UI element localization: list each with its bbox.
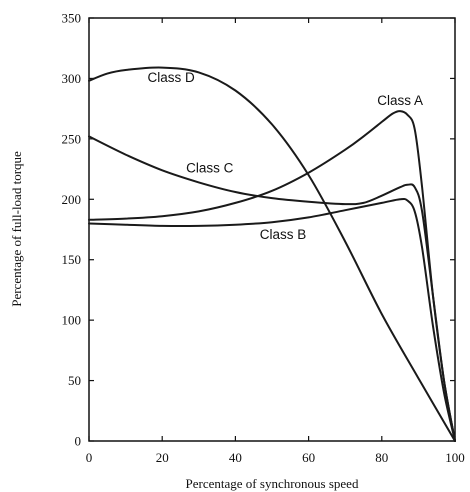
curve-labels: Class A Class B Class C Class D: [148, 70, 423, 242]
y-tick-label: 300: [62, 71, 82, 86]
curve-class-a: [88, 110, 456, 442]
y-tick-label: 150: [62, 252, 82, 267]
y-tick-label: 200: [62, 192, 82, 207]
y-tick-label: 250: [62, 131, 82, 146]
curves: [88, 66, 456, 442]
x-tick-label: 60: [302, 450, 315, 465]
y-axis-title: Percentage of full-load torque: [9, 151, 24, 307]
curve-class-d: [88, 66, 456, 442]
label-class-a: Class A: [377, 93, 423, 108]
y-tick-label: 350: [62, 11, 82, 26]
x-tick-label: 80: [375, 450, 388, 465]
x-tick-label: 100: [445, 450, 465, 465]
axis-ticks: [88, 17, 456, 442]
axis-tick-labels: 0 20 40 60 80 100 0 50 100 150 200 250 300 350: [62, 11, 465, 466]
x-tick-label: 40: [229, 450, 242, 465]
y-tick-label: 0: [75, 434, 82, 449]
curve-class-b: [88, 197, 456, 442]
curve-class-c: [88, 135, 456, 442]
label-class-c: Class C: [186, 161, 234, 176]
label-class-d: Class D: [148, 70, 196, 85]
x-tick-label: 0: [86, 450, 93, 465]
label-class-b: Class B: [260, 227, 307, 242]
x-tick-label: 20: [156, 450, 169, 465]
x-axis-title: Percentage of synchronous speed: [186, 476, 359, 491]
y-tick-label: 50: [68, 373, 81, 388]
plot-frame: [88, 17, 456, 442]
y-tick-label: 100: [62, 313, 82, 328]
